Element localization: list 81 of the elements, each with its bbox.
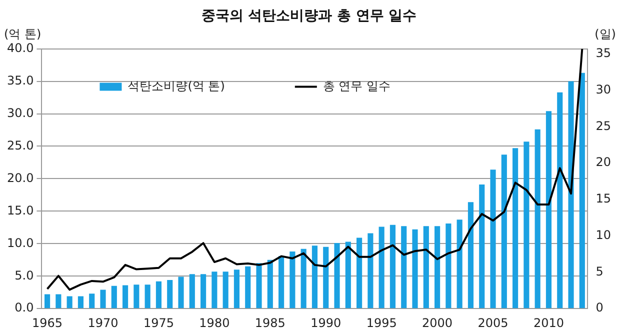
y-tick-label: 5.0 [14,268,34,282]
bar [200,274,206,308]
bar [134,284,140,308]
y2-tick-label: 25 [596,118,612,133]
y2-axis-title: (일) [594,26,616,41]
bar [423,226,429,308]
bar [390,224,396,308]
bar [524,142,530,308]
bar [222,272,228,308]
y-tick-label: 25.0 [7,138,34,152]
chart-title: 중국의 석탄소비량과 총 연무 일수 [201,8,417,24]
bar [122,285,128,308]
bar [546,111,552,308]
bar [156,281,162,308]
bar [446,224,452,308]
y-tick-label: 15.0 [7,203,34,218]
y2-tick-label: 5 [596,264,604,278]
x-tick-label: 1980 [199,316,230,330]
x-tick-label: 2005 [478,316,508,330]
bar [334,243,340,308]
bar [512,148,518,308]
bar [234,270,240,308]
bar [44,294,50,308]
bar [212,272,218,308]
bar [557,92,563,308]
bar [568,81,574,308]
bar [412,229,418,308]
bar [89,294,95,308]
bar [456,220,462,308]
bar [189,274,195,308]
bar [111,286,117,308]
bar [345,242,351,308]
y-tick-label: 10.0 [7,236,34,250]
x-tick-label: 2000 [422,316,453,330]
bar [267,260,273,308]
bar [178,276,184,308]
y-tick-label: 35.0 [7,73,34,88]
bar [434,226,440,308]
x-tick-label: 1995 [366,316,397,330]
legend-label: 총 연무 일수 [322,78,391,93]
bar [378,226,384,308]
bar [323,246,329,308]
bar [401,226,407,308]
bar [167,280,173,308]
x-tick-label: 1975 [143,316,174,330]
y2-tick-label: 35 [596,46,612,60]
bar [501,154,507,308]
bar [479,184,485,308]
bar [579,72,585,308]
legend-label: 석탄소비량(억 톤) [128,78,225,93]
y2-tick-label: 0 [596,300,604,315]
x-tick-label: 1965 [32,316,63,330]
y-tick-label: 30.0 [7,106,34,120]
bar [312,246,318,308]
bar [144,284,150,308]
y-tick-label: 20.0 [7,170,34,185]
bar [100,290,106,308]
bar [278,256,284,308]
x-tick-label: 1985 [254,316,286,330]
bar [256,263,262,308]
y-tick-label: 40.0 [7,40,34,55]
y-axis-title: (억 톤) [4,26,42,41]
bar [66,296,72,308]
bar [56,294,62,308]
bar [468,202,474,308]
y2-tick-label: 30 [596,82,612,96]
y2-tick-label: 15 [596,192,612,206]
x-tick-label: 1970 [88,316,118,330]
x-tick-label: 1990 [310,316,342,330]
y2-tick-label: 20 [596,155,612,170]
y-tick-label: 0.0 [14,300,34,315]
y2-tick-label: 10 [596,228,612,242]
bar [356,238,362,308]
x-tick-label: 2010 [533,316,564,330]
bar [245,266,251,308]
bar [300,248,306,308]
bar [534,129,540,308]
bar [490,170,496,308]
bar [78,296,84,308]
bar [290,251,296,308]
bar [368,233,374,308]
